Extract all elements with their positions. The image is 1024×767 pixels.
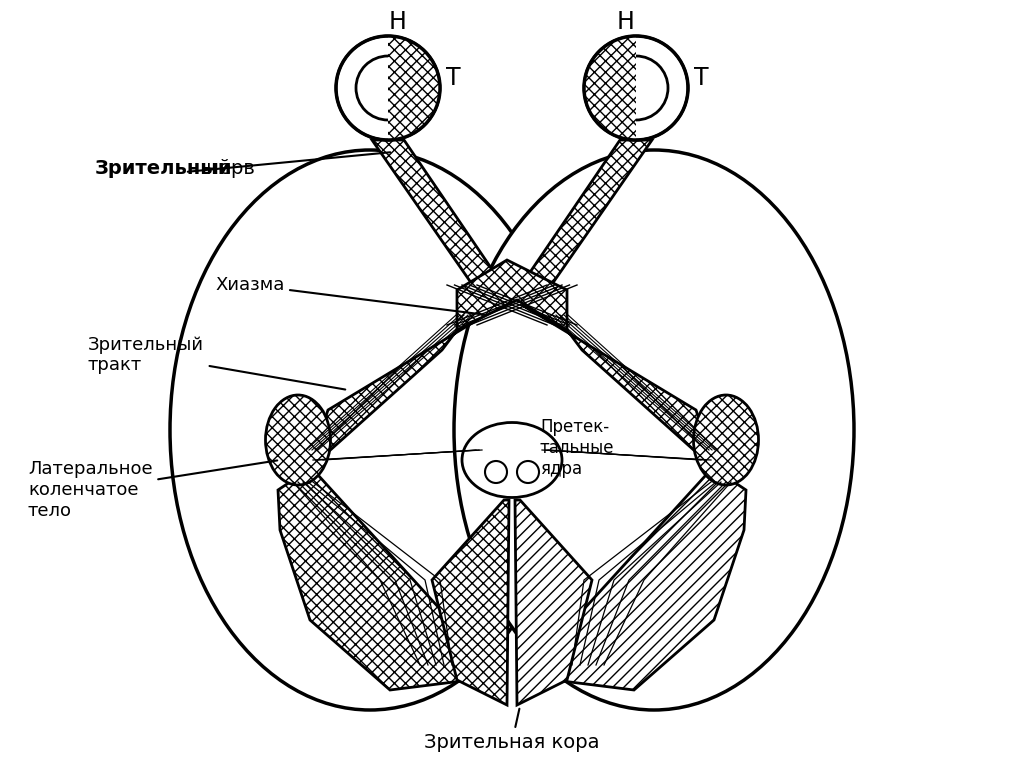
Text: Н: Н [389,10,407,34]
Wedge shape [584,36,636,140]
Text: Зрительный
тракт: Зрительный тракт [88,336,345,390]
Ellipse shape [454,150,854,710]
Ellipse shape [462,423,562,498]
Ellipse shape [693,395,759,485]
Text: нерв: нерв [200,159,255,177]
Wedge shape [388,36,440,140]
Text: Претек-
тальные
ядра: Претек- тальные ядра [540,418,614,478]
Polygon shape [308,305,502,470]
Text: Зрительная кора: Зрительная кора [424,709,600,752]
Polygon shape [515,500,592,705]
Polygon shape [432,500,509,705]
Polygon shape [457,260,567,330]
Text: Н: Н [617,10,635,34]
Text: Латеральное
коленчатое
тело: Латеральное коленчатое тело [28,460,278,520]
Polygon shape [520,140,652,287]
Ellipse shape [170,150,570,710]
Polygon shape [278,475,470,690]
Polygon shape [522,305,716,470]
Polygon shape [372,140,504,287]
Circle shape [356,56,420,120]
Text: T: T [446,66,461,90]
Circle shape [485,461,507,483]
Circle shape [584,36,688,140]
Text: Зрительный: Зрительный [95,159,232,177]
Circle shape [336,36,440,140]
Polygon shape [554,475,746,690]
Ellipse shape [265,395,331,485]
Circle shape [517,461,539,483]
Text: Хиазма: Хиазма [215,276,484,314]
Circle shape [604,56,668,120]
Text: T: T [694,66,709,90]
